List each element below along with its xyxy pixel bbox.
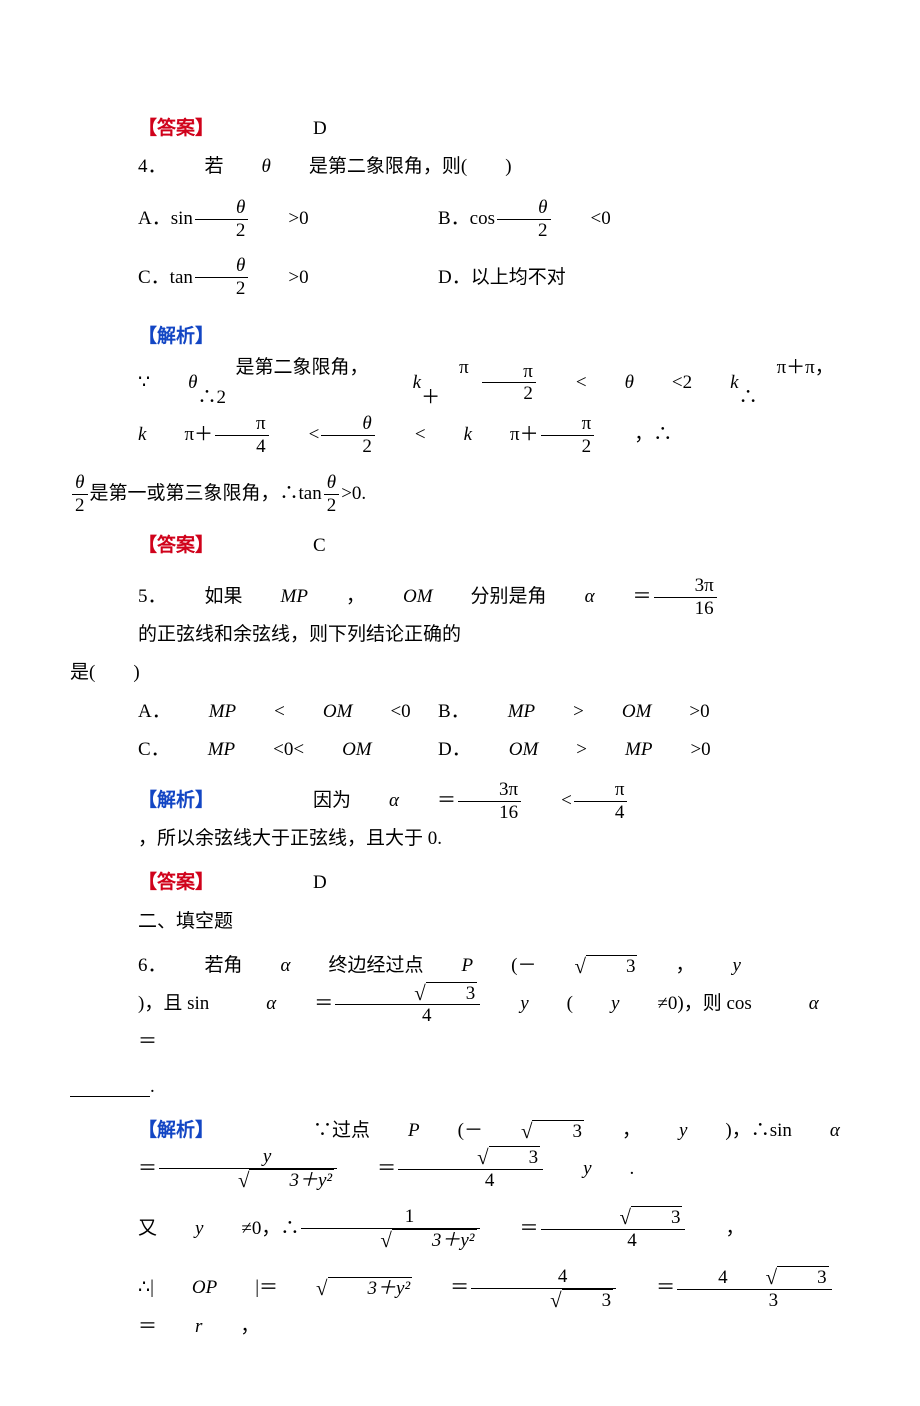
q4-optD: D．以上均不对 [400,263,566,293]
answer-value: D [275,114,327,144]
fraction: θ 2 [72,472,88,517]
q6-number: 6． [100,951,167,981]
answer-value: C [275,531,326,561]
q6-stem-line2: . [70,1062,840,1106]
q6-analysis-3: ∴| OP |＝ √3＋y² ＝ 4 √3 ＝ 4√3 3 ＝ r ， [100,1256,840,1346]
fraction: √3 4 [541,1206,686,1252]
q5-options-row1: A． MP < OM <0 B． MP > OM >0 [100,693,840,731]
q4-optC: C．tan θ 2 >0 [100,255,400,300]
page-content: 【答案】 D 4． 若 θ 是第二象限角，则( ) A．sin θ 2 >0 B… [0,110,920,1346]
fraction: 4 √3 [471,1266,616,1312]
q5-stem-line1: 5． 如果 MP ， OM 分别是角 α ＝ 3π 16 的正弦线和余弦线，则下… [100,565,840,654]
q5-stem-line2: 是( ) [70,654,840,692]
q6-analysis-1: 【解析】 ∵过点 P (－ √3 ， y )，∴sin α ＝ y √3＋y² … [100,1106,840,1196]
fraction: π 2 [541,413,595,458]
answer-3: 【答案】 D [100,110,840,148]
fraction: π 4 [574,779,628,824]
q5-answer: 【答案】 D [100,858,840,902]
fraction: π 2 [482,361,536,406]
sqrt: √3 [536,955,637,978]
q6-analysis-2: 又 y ≠0，∴ 1 √3＋y² ＝ √3 4 ， [100,1196,840,1256]
answer-label: 【答案】 [100,868,214,898]
q4-analysis-line2: θ 2 是第一或第三象限角，∴tan θ 2 >0. [70,462,840,521]
theta: θ [224,152,271,182]
section-2-heading: 二、填空题 [100,903,840,941]
sqrt: √3＋y² [278,1277,412,1300]
fraction: 3π 16 [654,575,717,620]
fraction: θ 2 [195,255,249,300]
q6-stem-line1: 6． 若角 α 终边经过点 P (－ √3 ， y )，且 sin α ＝ √3… [100,941,840,1061]
q4-answer: 【答案】 C [100,521,840,565]
fraction: y √3＋y² [159,1146,337,1192]
fill-blank [70,1077,150,1097]
q4-optB: B．cos θ 2 <0 [400,197,611,242]
fraction: π 4 [215,413,269,458]
answer-label: 【答案】 [100,114,214,144]
q4-number: 4． [100,152,167,182]
q4-optA: A．sin θ 2 >0 [100,197,400,242]
fraction: 1 √3＋y² [301,1206,479,1252]
analysis-label: 【解析】 [100,322,214,352]
q4-options-row2: C．tan θ 2 >0 D．以上均不对 [100,245,840,304]
fraction: θ 2 [195,197,249,242]
fraction: θ 2 [321,413,375,458]
fraction: θ 2 [324,472,340,517]
fraction: θ 2 [497,197,551,242]
q4-options-row1: A．sin θ 2 >0 B．cos θ 2 <0 [100,187,840,246]
fraction: 3π 16 [458,779,521,824]
analysis-label: 【解析】 [100,1116,214,1146]
q4-analysis-line1: 【解析】 ∵ θ 是第二象限角，∴2 k π＋ π 2 < θ <2 k π＋π… [100,304,840,462]
q5-optD: D． OM > MP >0 [400,735,711,765]
fraction: 4√3 3 [677,1266,831,1312]
q5-options-row2: C． MP <0< OM D． OM > MP >0 [100,731,840,769]
q5-optA: A． MP < OM <0 [100,697,400,727]
answer-value: D [275,868,327,898]
sqrt: √3 [483,1120,584,1143]
fraction: √3 4 [398,1146,543,1192]
q5-number: 5． [100,582,167,612]
q5-optB: B． MP > OM >0 [400,697,710,727]
fraction: √3 4 [335,982,480,1028]
q5-analysis: 【解析】 因为 α ＝ 3π 16 < π 4 ，所以余弦线大于正弦线，且大于 … [100,769,840,858]
answer-label: 【答案】 [100,531,214,561]
q4-stem: 4． 若 θ 是第二象限角，则( ) [100,148,840,186]
analysis-label: 【解析】 [100,786,214,816]
q5-optC: C． MP <0< OM [100,735,400,765]
